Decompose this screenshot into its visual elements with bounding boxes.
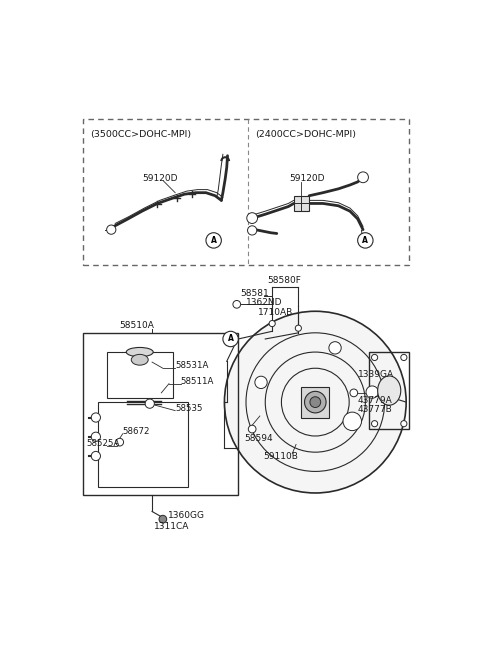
- Circle shape: [343, 412, 361, 430]
- Bar: [369, 352, 409, 429]
- Circle shape: [91, 413, 100, 422]
- Text: 58510A: 58510A: [119, 321, 154, 329]
- Text: 58511A: 58511A: [180, 377, 214, 386]
- Circle shape: [350, 389, 358, 397]
- Circle shape: [358, 172, 369, 182]
- Circle shape: [107, 225, 116, 234]
- Circle shape: [225, 311, 406, 493]
- Circle shape: [358, 233, 373, 248]
- Text: 59110B: 59110B: [263, 451, 298, 461]
- Circle shape: [145, 399, 155, 408]
- Circle shape: [304, 392, 326, 413]
- Text: 1339GA: 1339GA: [358, 370, 394, 379]
- Bar: [301, 387, 329, 417]
- Text: A: A: [211, 236, 216, 245]
- Circle shape: [91, 451, 100, 461]
- Bar: [83, 119, 409, 265]
- Circle shape: [310, 397, 321, 407]
- Text: 43777B: 43777B: [358, 405, 392, 415]
- Circle shape: [372, 354, 378, 361]
- Bar: [294, 195, 309, 211]
- Circle shape: [159, 516, 167, 523]
- Text: 43779A: 43779A: [358, 396, 392, 405]
- Text: 58525A: 58525A: [86, 440, 120, 448]
- Bar: [98, 402, 188, 487]
- Circle shape: [366, 386, 378, 398]
- Circle shape: [269, 321, 275, 327]
- Circle shape: [255, 376, 267, 388]
- Ellipse shape: [131, 354, 148, 365]
- Text: 58531A: 58531A: [175, 361, 208, 371]
- Ellipse shape: [378, 376, 401, 405]
- Circle shape: [401, 354, 407, 361]
- Text: 58535: 58535: [175, 404, 203, 413]
- Text: 58672: 58672: [123, 427, 150, 436]
- Text: (3500CC>DOHC-MPI): (3500CC>DOHC-MPI): [90, 130, 192, 138]
- Text: A: A: [228, 335, 234, 344]
- Circle shape: [206, 233, 221, 248]
- Circle shape: [247, 213, 258, 224]
- Circle shape: [295, 325, 301, 331]
- Text: (2400CC>DOHC-MPI): (2400CC>DOHC-MPI): [255, 130, 356, 138]
- Bar: [108, 352, 173, 398]
- Circle shape: [233, 300, 240, 308]
- Text: 1710AB: 1710AB: [258, 308, 294, 318]
- Text: 59120D: 59120D: [142, 174, 178, 183]
- Circle shape: [329, 342, 341, 354]
- Circle shape: [116, 438, 123, 446]
- Text: 1362ND: 1362ND: [246, 298, 283, 307]
- Text: 58581: 58581: [240, 289, 269, 298]
- Circle shape: [248, 226, 257, 235]
- Bar: [83, 333, 238, 495]
- Text: A: A: [362, 236, 368, 245]
- Text: 58594: 58594: [244, 434, 273, 443]
- Circle shape: [223, 331, 238, 346]
- Circle shape: [401, 420, 407, 427]
- Circle shape: [372, 420, 378, 427]
- Circle shape: [248, 425, 256, 433]
- Text: 58580F: 58580F: [267, 276, 301, 285]
- Text: 1311CA: 1311CA: [154, 522, 189, 531]
- Circle shape: [91, 432, 100, 441]
- Ellipse shape: [126, 348, 153, 357]
- Text: 59120D: 59120D: [289, 174, 324, 183]
- Text: 1360GG: 1360GG: [168, 511, 204, 520]
